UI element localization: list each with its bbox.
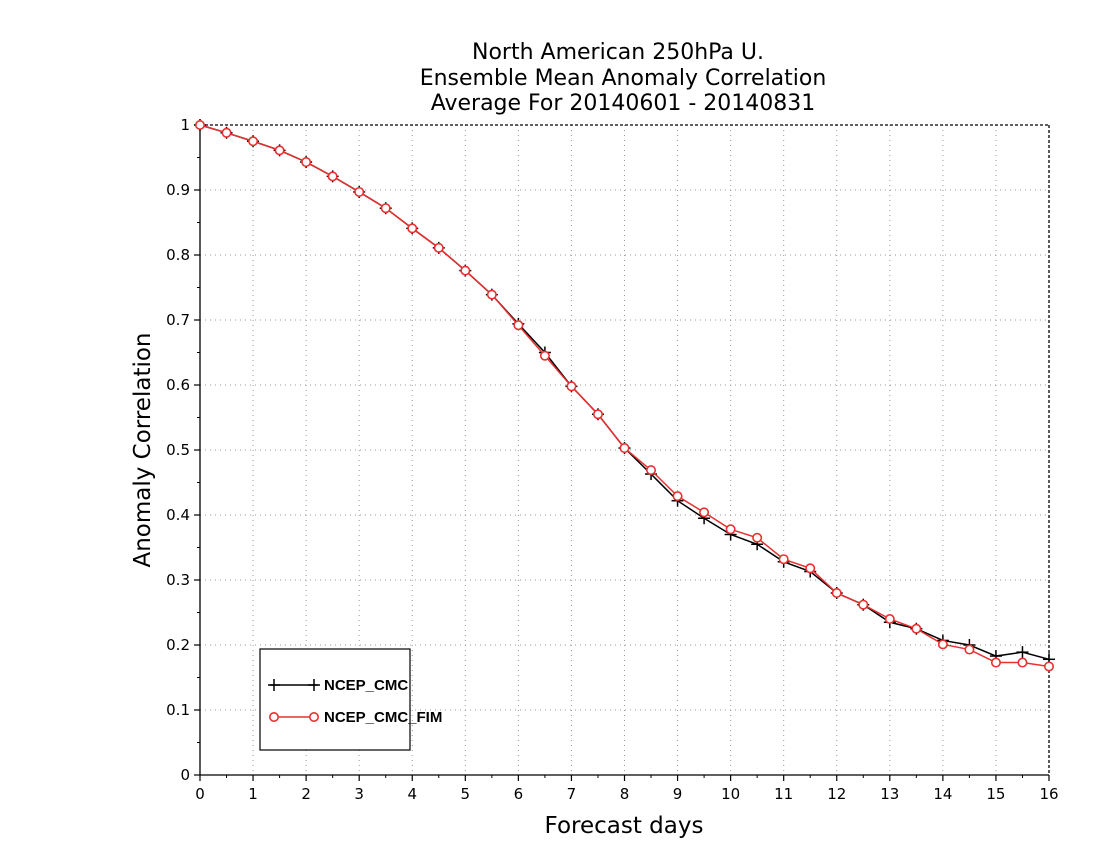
- x-tick-label: 10: [721, 785, 740, 803]
- x-tick-label: 16: [1039, 785, 1058, 803]
- x-tick-label: 1: [248, 785, 258, 803]
- y-tick-label: 0.6: [166, 376, 190, 394]
- y-tick-label: 0.5: [166, 441, 190, 459]
- legend-label-ncep-cmc-fim: NCEP_CMC_FIM: [324, 709, 442, 726]
- data-point-circle: [699, 507, 710, 518]
- y-tick-label: 0.3: [166, 571, 190, 589]
- data-point-circle: [831, 587, 842, 598]
- data-point-circle: [884, 613, 895, 624]
- data-point-circle: [221, 127, 232, 138]
- chart-title-line-3: Average For 20140601 - 20140831: [431, 91, 816, 116]
- data-point-circle: [380, 203, 391, 214]
- y-tick-label: 0.9: [166, 181, 190, 199]
- y-tick-label: 0.1: [166, 701, 190, 719]
- data-point-circle: [858, 599, 869, 610]
- legend-marker-plus: [308, 679, 320, 691]
- data-point-plus: [1016, 646, 1029, 659]
- data-point-circle: [486, 289, 497, 300]
- x-tick-label: 15: [986, 785, 1005, 803]
- data-point-circle: [990, 657, 1001, 668]
- data-point-circle: [327, 171, 338, 182]
- legend-entry-ncep-cmc-fim: [268, 711, 319, 722]
- x-tick-label: 3: [354, 785, 364, 803]
- data-point-circle: [301, 157, 312, 168]
- data-point-circle: [539, 350, 550, 361]
- x-axis-label: Forecast days: [545, 813, 704, 839]
- series-ncep-cmc-fim: [195, 120, 1055, 672]
- legend-marker-plus: [268, 679, 280, 691]
- data-point-circle: [195, 120, 206, 131]
- data-point-circle: [725, 524, 736, 535]
- data-point-circle: [937, 639, 948, 650]
- series: [194, 119, 1055, 672]
- data-point-circle: [460, 265, 471, 276]
- legend-label-ncep-cmc: NCEP_CMC: [324, 677, 408, 694]
- data-point-circle: [778, 554, 789, 565]
- data-point-circle: [407, 223, 418, 234]
- data-point-circle: [1044, 661, 1055, 672]
- data-point-circle: [274, 145, 285, 156]
- x-tick-label: 0: [195, 785, 205, 803]
- x-tick-label: 5: [461, 785, 471, 803]
- x-tick-label: 9: [673, 785, 683, 803]
- legend-marker-circle: [268, 711, 279, 722]
- chart-title-line-2: Ensemble Mean Anomaly Correlation: [420, 66, 827, 91]
- y-tick-label: 1: [180, 116, 190, 134]
- data-point-circle: [672, 491, 683, 502]
- x-tick-label: 11: [774, 785, 793, 803]
- x-tick-label: 8: [620, 785, 630, 803]
- data-point-circle: [248, 136, 259, 147]
- data-point-circle: [513, 320, 524, 331]
- y-tick-label: 0: [180, 766, 190, 784]
- data-point-circle: [964, 644, 975, 655]
- chart-title: North American 250hPa U. Ensemble Mean A…: [420, 40, 827, 116]
- chart-title-line-1: North American 250hPa U.: [472, 40, 764, 65]
- x-tick-label: 4: [407, 785, 417, 803]
- legend-entry-ncep-cmc: [268, 679, 320, 691]
- data-point-circle: [805, 563, 816, 574]
- data-point-circle: [646, 465, 657, 476]
- data-point-circle: [1017, 657, 1028, 668]
- x-tick-label: 14: [933, 785, 952, 803]
- data-point-circle: [592, 409, 603, 420]
- y-tick-label: 0.7: [166, 311, 190, 329]
- x-tick-label: 7: [567, 785, 577, 803]
- data-point-circle: [433, 242, 444, 253]
- data-point-circle: [566, 381, 577, 392]
- y-tick-label: 0.4: [166, 506, 190, 524]
- tick-labels: 0 1 2 3 4 5 6 7 8 9 10 11 12 13 14 15 1600.10.20.30.40.5…: [166, 116, 1058, 803]
- data-point-circle: [752, 532, 763, 543]
- x-tick-label: 12: [827, 785, 846, 803]
- x-tick-label: 2: [301, 785, 311, 803]
- y-axis-label: Anomaly Correlation: [130, 332, 156, 567]
- x-tick-label: 13: [880, 785, 899, 803]
- legend: NCEP_CMC NCEP_CMC_FIM: [259, 648, 442, 751]
- data-point-circle: [354, 186, 365, 197]
- data-point-circle: [911, 623, 922, 634]
- y-tick-label: 0.2: [166, 636, 190, 654]
- data-point-circle: [619, 443, 630, 454]
- y-tick-label: 0.8: [166, 246, 190, 264]
- legend-marker-circle: [308, 711, 319, 722]
- x-tick-label: 6: [514, 785, 524, 803]
- legend-box: [259, 648, 411, 751]
